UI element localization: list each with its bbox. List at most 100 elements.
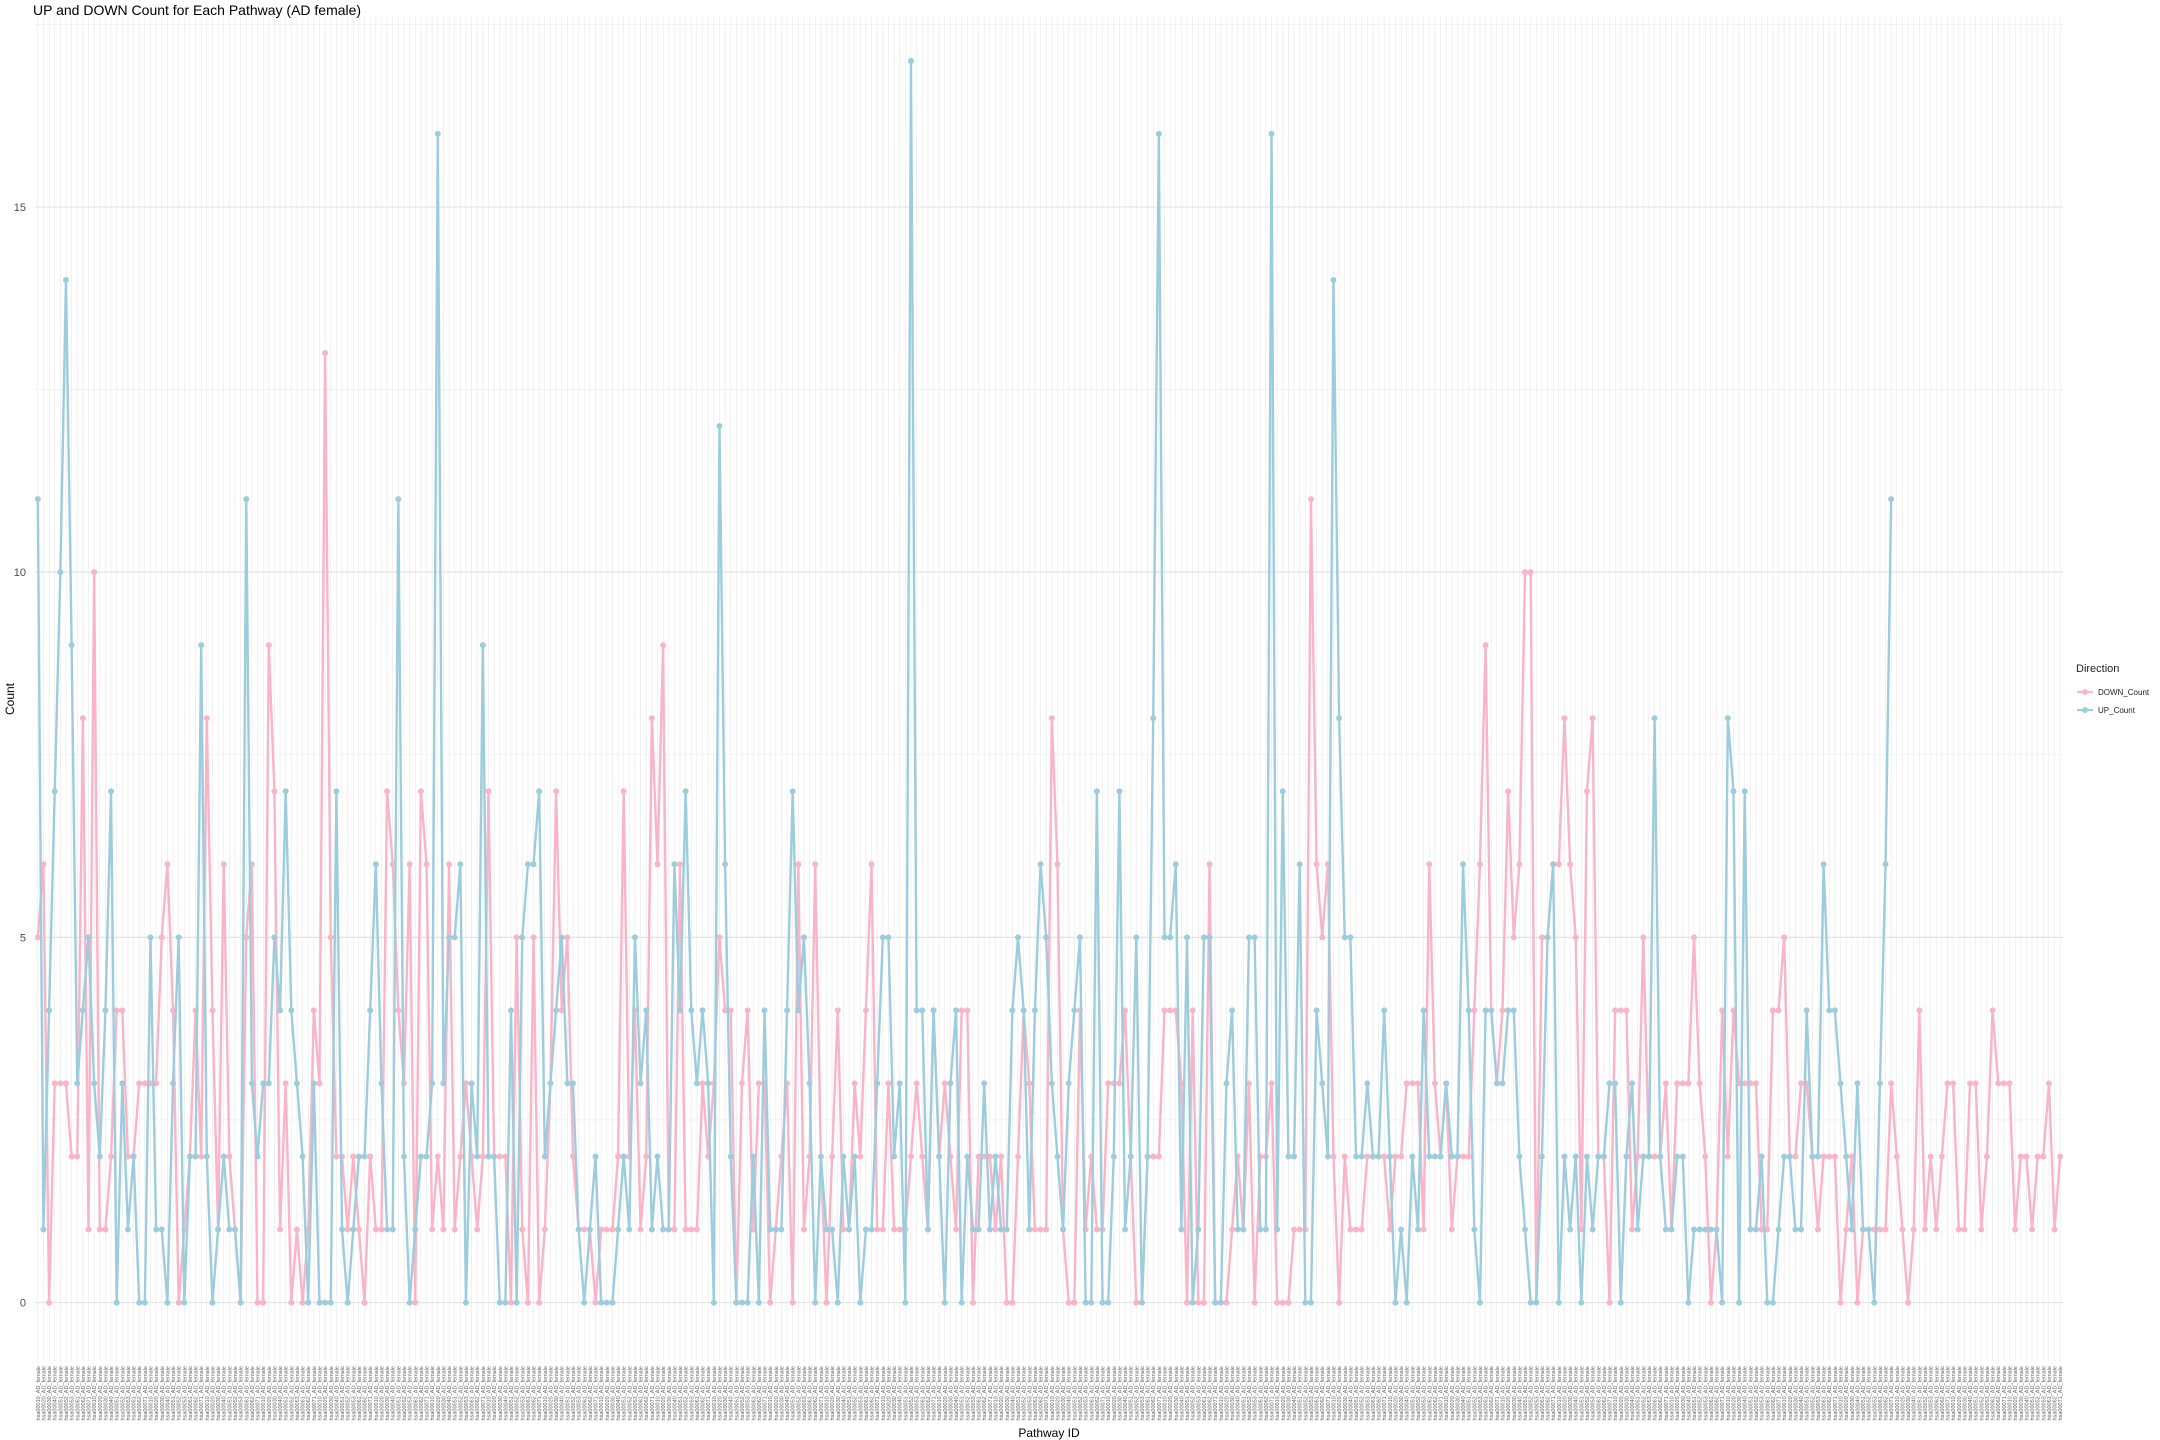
data-point — [1206, 934, 1213, 941]
data-point — [209, 1299, 216, 1306]
data-point — [158, 934, 165, 941]
x-tick-label: hsa00020_AD_female — [1844, 1366, 1850, 1420]
data-point — [1482, 642, 1489, 649]
data-point — [1612, 1007, 1619, 1014]
data-point — [1561, 715, 1568, 722]
data-point — [1769, 1007, 1776, 1014]
data-point — [924, 1226, 931, 1233]
x-tick-label: hsa00071_AD_female — [481, 1366, 487, 1420]
x-tick-label: hsa00051_AD_female — [1241, 1366, 1247, 1420]
data-point — [254, 1299, 261, 1306]
x-tick-label: hsa00071_AD_female — [1946, 1366, 1952, 1420]
data-point — [62, 276, 69, 283]
series-UP_Count — [34, 57, 1895, 1306]
data-point — [575, 1226, 582, 1233]
x-tick-label: hsa00051_AD_female — [791, 1366, 797, 1420]
data-point — [51, 788, 58, 795]
x-tick-label: hsa00010_AD_female — [1895, 1366, 1901, 1420]
legend-key-down — [2076, 687, 2094, 697]
data-point — [654, 1153, 661, 1160]
x-tick-label: hsa00020_AD_female — [1168, 1366, 1174, 1420]
data-point — [1116, 788, 1123, 795]
data-point — [412, 1226, 419, 1233]
x-tick-label: hsa00071_AD_female — [1495, 1366, 1501, 1420]
x-tick-label: hsa00053_AD_female — [1647, 1366, 1653, 1420]
x-tick-label: hsa00062_AD_female — [1151, 1366, 1157, 1420]
data-point — [1888, 496, 1895, 503]
data-point — [1860, 1226, 1867, 1233]
x-tick-label: hsa00061_AD_female — [1822, 1366, 1828, 1420]
data-point — [998, 1226, 1005, 1233]
data-point — [434, 130, 441, 137]
data-point — [265, 1080, 272, 1087]
data-point — [755, 1080, 762, 1087]
x-tick-label: hsa00051_AD_female — [1185, 1366, 1191, 1420]
data-point — [750, 1153, 757, 1160]
data-point — [2000, 1080, 2007, 1087]
x-tick-label: hsa00051_AD_female — [1072, 1366, 1078, 1420]
data-point — [530, 861, 537, 868]
x-tick-label: hsa00061_AD_female — [1427, 1366, 1433, 1420]
x-tick-label: hsa00052_AD_female — [120, 1366, 126, 1420]
data-point — [1313, 1007, 1320, 1014]
x-tick-label: hsa00052_AD_female — [515, 1366, 521, 1420]
x-tick-label: hsa00030_AD_female — [329, 1366, 335, 1420]
x-tick-label: hsa00053_AD_female — [126, 1366, 132, 1420]
data-point — [541, 1153, 548, 1160]
data-point — [68, 1153, 75, 1160]
x-tick-label: hsa00071_AD_female — [932, 1366, 938, 1420]
x-tick-label: hsa00051_AD_female — [396, 1366, 402, 1420]
x-tick-label: hsa00061_AD_female — [1653, 1366, 1659, 1420]
data-point — [1223, 1080, 1230, 1087]
x-tick-label: hsa00020_AD_female — [605, 1366, 611, 1420]
data-point — [1865, 1226, 1872, 1233]
x-tick-label: hsa00030_AD_female — [2019, 1366, 2025, 1420]
data-point — [1144, 1153, 1151, 1160]
data-point — [1313, 861, 1320, 868]
data-point — [226, 1226, 233, 1233]
data-point — [1882, 1226, 1889, 1233]
data-point — [1279, 788, 1286, 795]
data-point — [1437, 1153, 1444, 1160]
data-point — [1330, 1153, 1337, 1160]
x-tick-label: hsa00040_AD_female — [560, 1366, 566, 1420]
x-tick-label: hsa00030_AD_female — [216, 1366, 222, 1420]
data-point — [310, 1080, 317, 1087]
x-tick-label: hsa00062_AD_female — [2053, 1366, 2059, 1420]
x-tick-label: hsa00053_AD_female — [239, 1366, 245, 1420]
x-tick-label: hsa00051_AD_female — [509, 1366, 515, 1420]
x-tick-label: hsa00051_AD_female — [115, 1366, 121, 1420]
data-point — [113, 1299, 120, 1306]
data-point — [1398, 1226, 1405, 1233]
data-point — [1707, 1299, 1714, 1306]
data-point — [1088, 1299, 1095, 1306]
data-point — [1048, 715, 1055, 722]
data-point — [1229, 1007, 1236, 1014]
data-point — [248, 1080, 255, 1087]
x-tick-label: hsa00052_AD_female — [965, 1366, 971, 1420]
x-tick-label: hsa00052_AD_female — [458, 1366, 464, 1420]
data-point — [536, 788, 543, 795]
data-point — [1702, 1153, 1709, 1160]
data-point — [51, 1080, 58, 1087]
x-tick-label: hsa00053_AD_female — [1027, 1366, 1033, 1420]
data-point — [874, 1226, 881, 1233]
data-point — [620, 1153, 627, 1160]
data-point — [1640, 934, 1647, 941]
data-point — [423, 1153, 430, 1160]
x-tick-label: hsa00040_AD_female — [53, 1366, 59, 1420]
data-point — [1234, 1226, 1241, 1233]
data-point — [1285, 1153, 1292, 1160]
data-point — [57, 569, 64, 576]
data-point — [237, 1299, 244, 1306]
data-point — [502, 1153, 509, 1160]
data-point — [462, 1299, 469, 1306]
data-point — [558, 934, 565, 941]
data-point — [350, 1226, 357, 1233]
data-point — [648, 715, 655, 722]
data-point — [2006, 1080, 2013, 1087]
x-tick-label: hsa00040_AD_female — [1123, 1366, 1129, 1420]
data-point — [603, 1299, 610, 1306]
x-tick-label: hsa00062_AD_female — [532, 1366, 538, 1420]
x-tick-label: hsa00051_AD_female — [1298, 1366, 1304, 1420]
